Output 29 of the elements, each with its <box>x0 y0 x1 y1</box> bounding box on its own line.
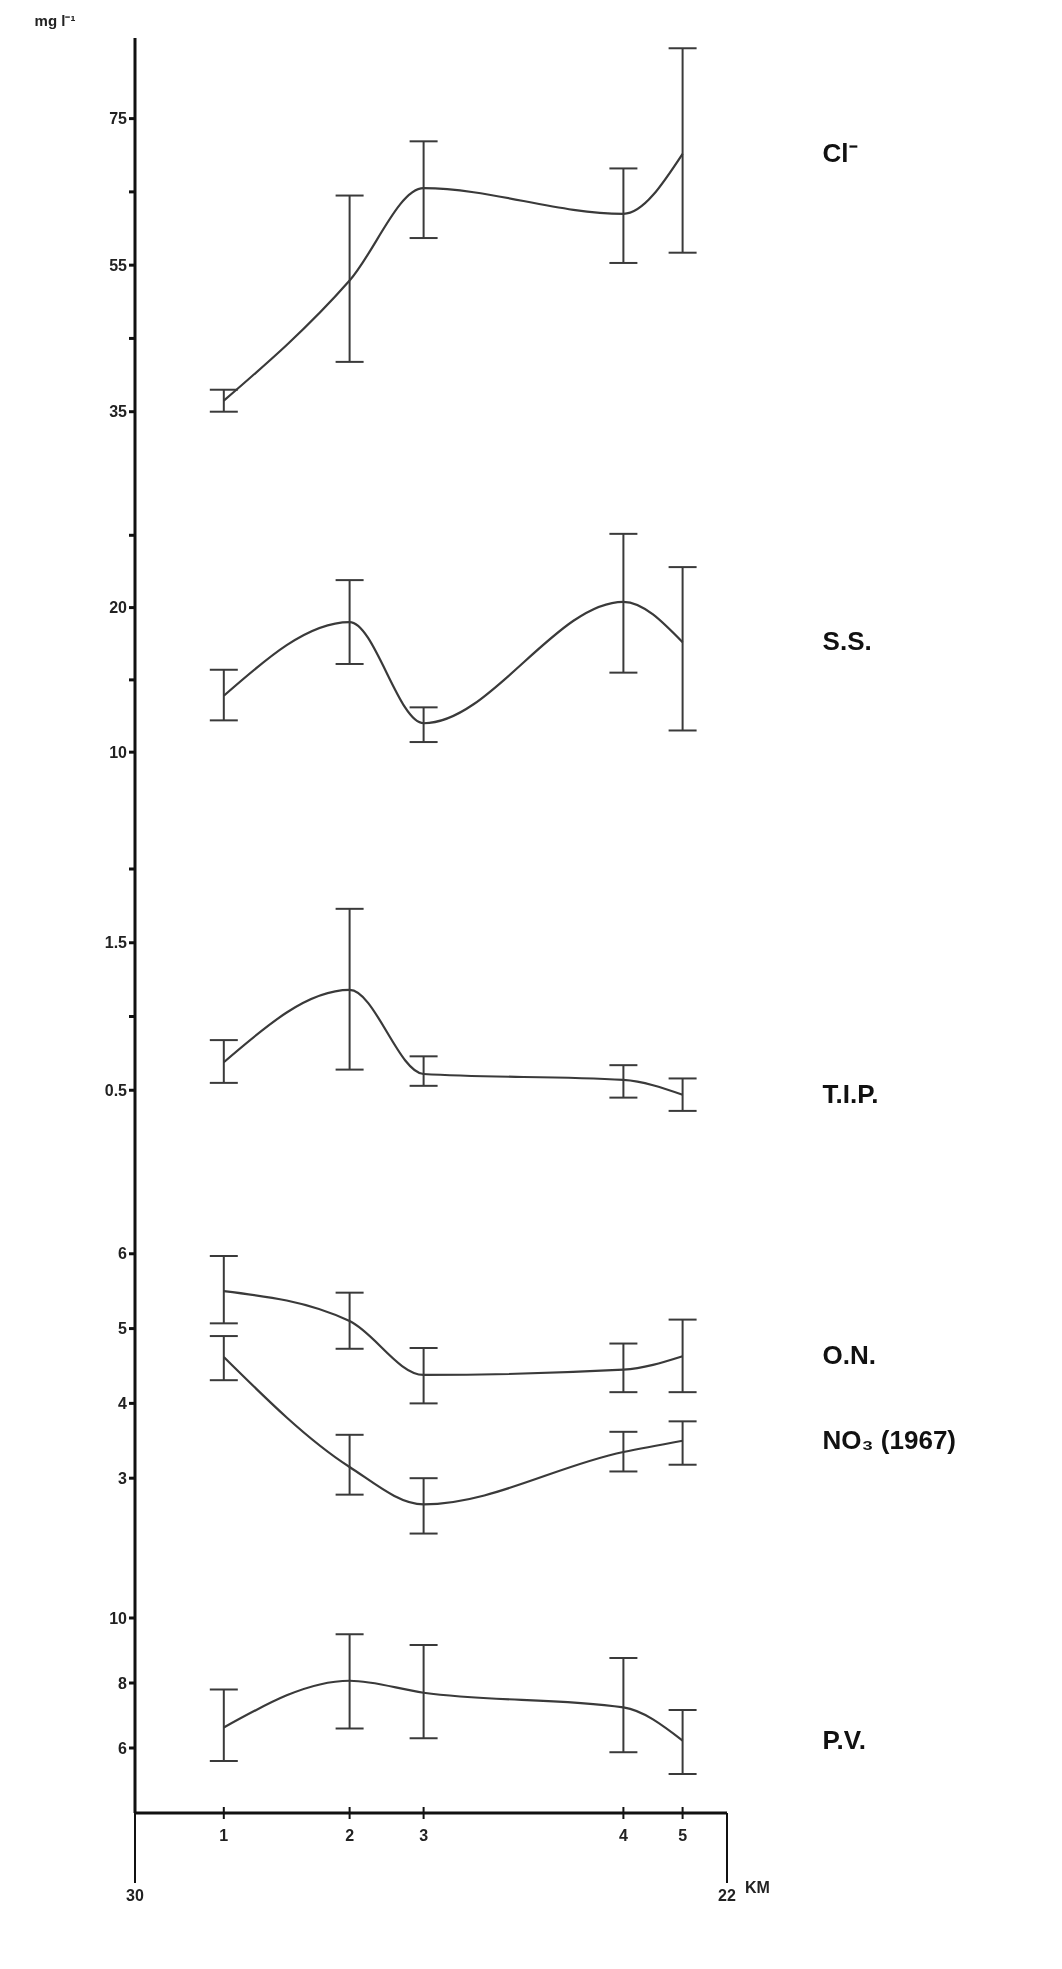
text: O.N. <box>822 1340 877 1371</box>
x-tick-label: 22 <box>718 1887 736 1904</box>
y-tick-label: 6 <box>118 1739 128 1757</box>
y-tick-label: 6 <box>118 1245 128 1263</box>
annotation: 2 <box>345 1827 355 1844</box>
y-tick-label: 5 <box>118 1320 128 1338</box>
y-tick-label: 10 <box>109 743 128 761</box>
annotation: 3 <box>419 1827 429 1844</box>
y-tick-label: 10 <box>109 1609 128 1627</box>
y-tick-label: 1.5 <box>104 934 128 952</box>
text: Cl⁻ <box>822 137 858 168</box>
text: P.V. <box>822 1724 867 1755</box>
x-tick-label: 30 <box>126 1887 144 1904</box>
text: T.I.P. <box>822 1078 879 1109</box>
annotation: 4 <box>618 1827 628 1844</box>
y-tick-label: 0.5 <box>104 1081 128 1099</box>
y-tick-label: 55 <box>109 256 128 274</box>
text: NO₃ (1967) <box>822 1424 957 1455</box>
x-axis-title: KM <box>745 1879 770 1896</box>
y-tick-label: 4 <box>118 1395 128 1413</box>
y-tick-label: 3 <box>118 1469 128 1487</box>
annotation: 1 <box>219 1827 229 1844</box>
y-tick-label: 35 <box>109 403 128 421</box>
y-tick-label: 8 <box>118 1674 128 1692</box>
y-tick-label: 75 <box>109 110 128 128</box>
text: S.S. <box>822 626 872 657</box>
y-tick-label: 20 <box>109 599 128 617</box>
y-axis-title: mg l⁻¹ <box>34 12 76 29</box>
annotation: 5 <box>678 1827 688 1844</box>
